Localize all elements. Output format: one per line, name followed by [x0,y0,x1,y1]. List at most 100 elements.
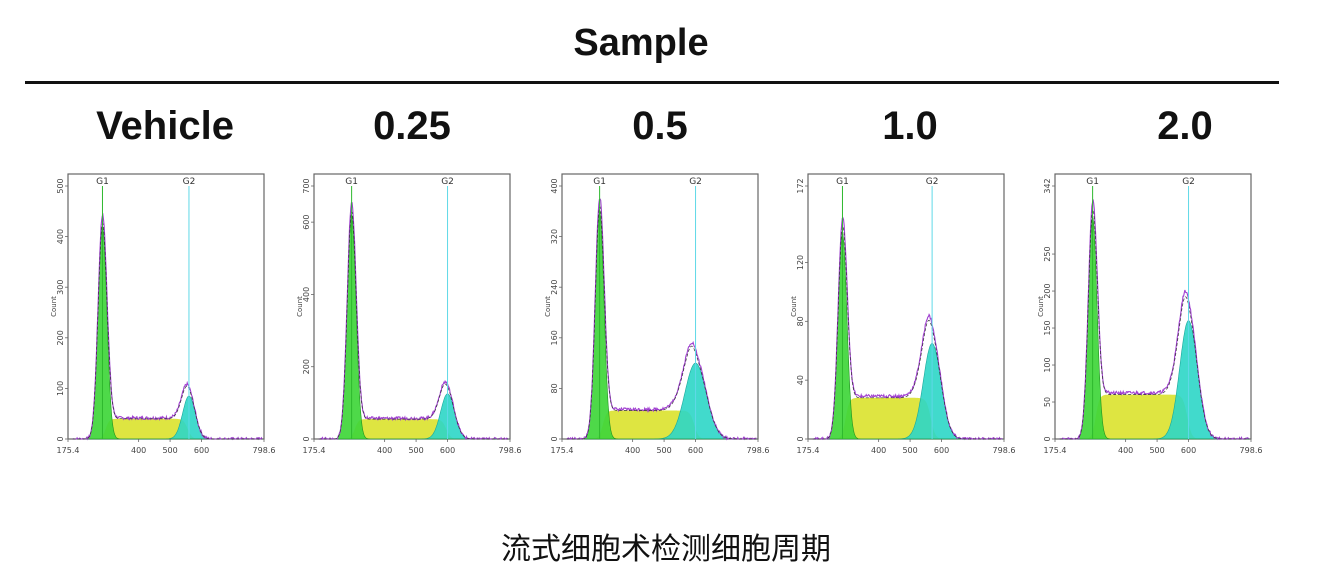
header-title: Sample [573,22,709,64]
y-tick-label: 300 [56,280,65,295]
header-divider [25,81,1279,84]
x-tick-label: 500 [408,446,423,455]
g2-label: G2 [689,177,702,187]
x-tick-label: 600 [194,446,209,455]
label-2-0: 2.0 [1157,104,1213,148]
g2-label: G2 [1182,177,1195,187]
x-tick-label: 500 [656,446,671,455]
x-tick-label: 175.4 [303,446,326,455]
y-tick-label: 500 [56,178,65,193]
x-tick-label: 600 [688,446,703,455]
g2-label: G2 [183,177,196,187]
s-phase-area [566,410,757,439]
histogram-outline [72,212,263,441]
x-tick-label: 175.4 [551,446,574,455]
g1-label: G1 [593,177,606,187]
y-tick-label: 150 [1043,320,1052,335]
y-tick-label: 200 [1043,283,1052,298]
x-tick-label: 175.4 [1044,446,1067,455]
y-tick-label: 0 [1043,436,1052,441]
g2-label: G2 [926,177,939,187]
label-0-25: 0.25 [373,104,451,148]
y-tick-label: 400 [302,287,311,302]
histogram-outline [566,198,757,441]
y-tick-label: 0 [796,436,805,441]
s-phase-area [812,397,1003,439]
s-phase-area [1059,394,1250,439]
y-tick-label: 160 [550,330,559,345]
y-tick-label: 100 [1043,357,1052,372]
model-fit-line [1059,208,1250,440]
y-tick-label: 40 [796,375,805,385]
y-tick-label: 400 [56,229,65,244]
histogram-svg: G1 G2 0 100 200 300 400 500 Count 175.4 400 500 600 7… [50,173,275,455]
histogram-svg: G1 G2 0 40 80 120 172 Count 175.4 400 500 600 798.6 [790,173,1015,455]
x-tick-label: 600 [1181,446,1196,455]
y-tick-label: 400 [550,178,559,193]
histogram-1-0: G1 G2 0 40 80 120 172 Count 175.4 400 500 600 798.6 [790,152,1015,480]
s-phase-area [72,418,263,439]
x-tick-label: 400 [625,446,640,455]
x-tick-label: 798.6 [499,446,522,455]
g1-label: G1 [345,177,358,187]
y-tick-label: 320 [550,229,559,244]
y-tick-label: 240 [550,280,559,295]
histogram-2-0: G1 G2 0 50 100 150 200 250 342 Count 175.4 400 500 60… [1037,152,1262,480]
model-fit-line [72,223,263,440]
y-tick-label: 250 [1043,246,1052,261]
x-tick-label: 400 [377,446,392,455]
histogram-0-5: G1 G2 0 80 160 240 320 400 Count 175.4 400 500 600 79… [544,152,769,480]
x-tick-label: 175.4 [57,446,80,455]
y-axis-label: Count [1037,296,1045,317]
y-tick-label: 0 [302,436,311,441]
label-1-0: 1.0 [882,104,938,148]
y-tick-label: 80 [550,383,559,393]
y-tick-label: 100 [56,381,65,396]
label-vehicle: Vehicle [96,104,234,148]
y-tick-label: 700 [302,178,311,193]
y-tick-label: 0 [56,436,65,441]
y-tick-label: 600 [302,215,311,230]
histogram-svg: G1 G2 0 80 160 240 320 400 Count 175.4 400 500 600 79… [544,173,769,455]
x-tick-label: 798.6 [1240,446,1263,455]
figure-caption: 流式细胞术检测细胞周期 [501,532,831,567]
label-0-5: 0.5 [632,104,688,148]
y-axis-label: Count [790,296,798,317]
x-tick-label: 400 [1118,446,1133,455]
y-tick-label: 120 [796,255,805,270]
y-axis-label: Count [50,296,58,317]
x-tick-label: 400 [131,446,146,455]
s-phase-area [318,419,509,439]
y-tick-label: 172 [796,178,805,193]
model-fit-line [566,206,757,440]
y-tick-label: 342 [1043,178,1052,193]
x-tick-label: 600 [934,446,949,455]
g1-label: G1 [96,177,109,187]
model-fit-line [812,225,1003,440]
x-tick-label: 175.4 [797,446,820,455]
y-tick-label: 0 [550,436,559,441]
g1-label: G1 [836,177,849,187]
x-tick-label: 798.6 [993,446,1016,455]
histogram-0-25: G1 G2 0 200 400 600 700 Count 175.4 400 500 600 798.… [296,152,521,480]
g1-label: G1 [1086,177,1099,187]
histogram-svg: G1 G2 0 200 400 600 700 Count 175.4 400 500 600 798.… [296,173,521,455]
x-tick-label: 798.6 [747,446,770,455]
y-tick-label: 200 [56,330,65,345]
x-tick-label: 500 [902,446,917,455]
histogram-vehicle: G1 G2 0 100 200 300 400 500 Count 175.4 400 500 600 7… [50,152,275,480]
g2-label: G2 [441,177,454,187]
y-tick-label: 50 [1043,397,1052,407]
y-axis-label: Count [296,296,304,317]
histogram-svg: G1 G2 0 50 100 150 200 250 342 Count 175.4 400 500 60… [1037,173,1262,455]
x-tick-label: 500 [1149,446,1164,455]
histogram-outline [1059,199,1250,441]
x-tick-label: 798.6 [253,446,276,455]
y-tick-label: 80 [796,316,805,326]
y-tick-label: 200 [302,359,311,374]
x-tick-label: 600 [440,446,455,455]
x-tick-label: 400 [871,446,886,455]
x-tick-label: 500 [162,446,177,455]
g1-peak-area [566,210,757,440]
y-axis-label: Count [544,296,552,317]
